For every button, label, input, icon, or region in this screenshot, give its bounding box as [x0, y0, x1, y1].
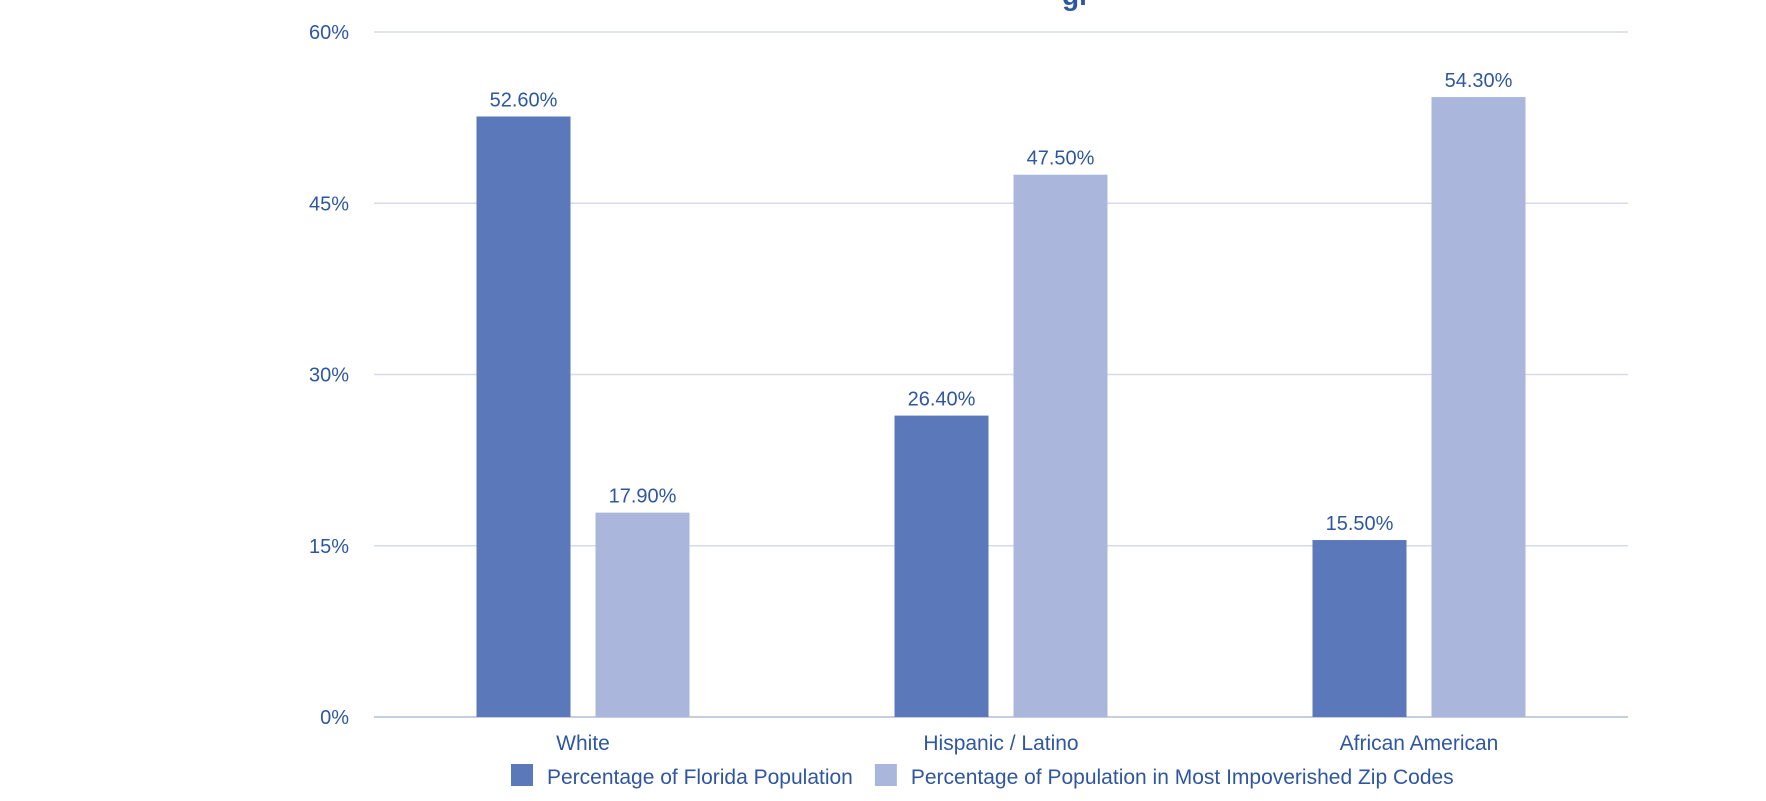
bar — [476, 116, 571, 717]
legend-label: Percentage of Florida Population — [547, 766, 853, 789]
legend-label: Percentage of Population in Most Impover… — [911, 766, 1454, 789]
x-category-label: White — [556, 732, 610, 755]
y-tick-label: 15% — [309, 536, 349, 558]
legend: Percentage of Florida Population Percenta… — [511, 764, 1454, 789]
y-tick-label: 0% — [320, 707, 349, 729]
bar — [1312, 540, 1407, 717]
data-label: 17.90% — [609, 486, 677, 508]
gridlines — [374, 31, 1628, 718]
data-label: 52.60% — [490, 89, 558, 111]
x-category-label: African American — [1340, 732, 1499, 755]
x-axis-category-labels: White Hispanic / Latino African American — [556, 732, 1498, 755]
data-label: 26.40% — [908, 389, 976, 411]
bar — [1431, 97, 1526, 717]
data-labels: 52.60% 17.90% 26.40% 47.50% 15.50% 54.30% — [490, 70, 1513, 535]
data-label: 54.30% — [1445, 70, 1513, 92]
bars — [476, 97, 1526, 718]
chart-title-fragment: gr — [1062, 0, 1090, 11]
data-label: 47.50% — [1027, 148, 1095, 170]
legend-swatch — [874, 764, 897, 786]
y-tick-label: 60% — [309, 22, 349, 44]
bar — [1013, 174, 1108, 718]
x-category-label: Hispanic / Latino — [923, 732, 1078, 755]
y-tick-label: 45% — [309, 193, 349, 215]
legend-swatch — [511, 764, 533, 786]
y-axis-tick-labels: 0% 15% 30% 45% 60% — [309, 22, 349, 729]
bar — [894, 415, 989, 717]
data-label: 15.50% — [1326, 513, 1394, 535]
y-tick-label: 30% — [309, 365, 349, 387]
bar — [595, 512, 690, 717]
